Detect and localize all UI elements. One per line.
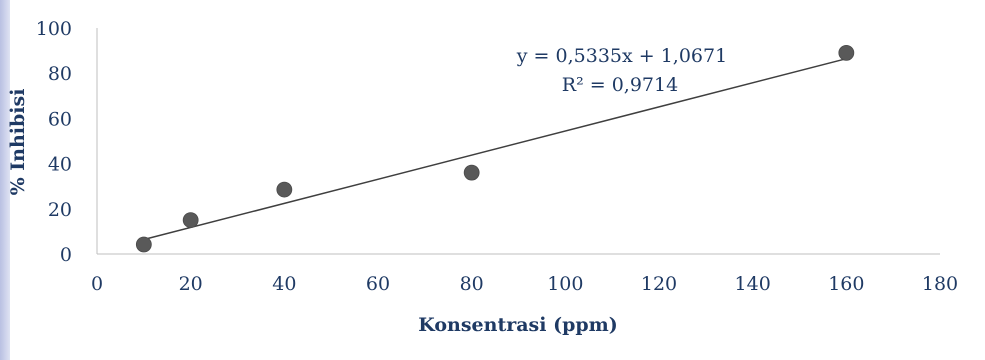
left-edge-strip: [0, 0, 10, 360]
x-tick-label: 180: [922, 273, 958, 295]
x-tick-label: 60: [366, 273, 390, 295]
trendline-group: [143, 57, 847, 241]
x-tick-label: 40: [272, 273, 296, 295]
data-point: [135, 236, 152, 253]
trendline: [143, 57, 847, 241]
x-tick-label: 160: [828, 273, 864, 295]
y-tick-label: 40: [48, 154, 72, 176]
x-tick-label: 0: [91, 273, 103, 295]
data-point: [276, 181, 293, 198]
x-tick-label: 80: [460, 273, 484, 295]
trendline-equation: y = 0,5335x + 1,0671: [516, 45, 727, 67]
x-tick-label: 120: [641, 273, 677, 295]
data-point: [463, 164, 480, 181]
y-tick-label: 60: [48, 108, 72, 130]
y-tick-label: 0: [60, 244, 72, 266]
r-squared-label: R² = 0,9714: [562, 74, 678, 96]
x-axis-title: Konsentrasi (ppm): [418, 314, 617, 336]
y-tick-label: 20: [48, 199, 72, 221]
y-tick-label: 80: [48, 63, 72, 85]
tick-labels: 0 20 40 60 80 100 120 140 160 180 0 20 40 60 80 100: [36, 18, 958, 295]
data-point: [182, 212, 199, 229]
x-tick-label: 100: [547, 273, 583, 295]
x-tick-label: 140: [735, 273, 771, 295]
y-axis-title: % Inhibisi: [7, 89, 29, 196]
x-tick-label: 20: [179, 273, 203, 295]
axes: [96, 28, 940, 255]
data-points: [135, 44, 855, 253]
data-point: [838, 44, 855, 61]
y-tick-label: 100: [36, 18, 72, 40]
